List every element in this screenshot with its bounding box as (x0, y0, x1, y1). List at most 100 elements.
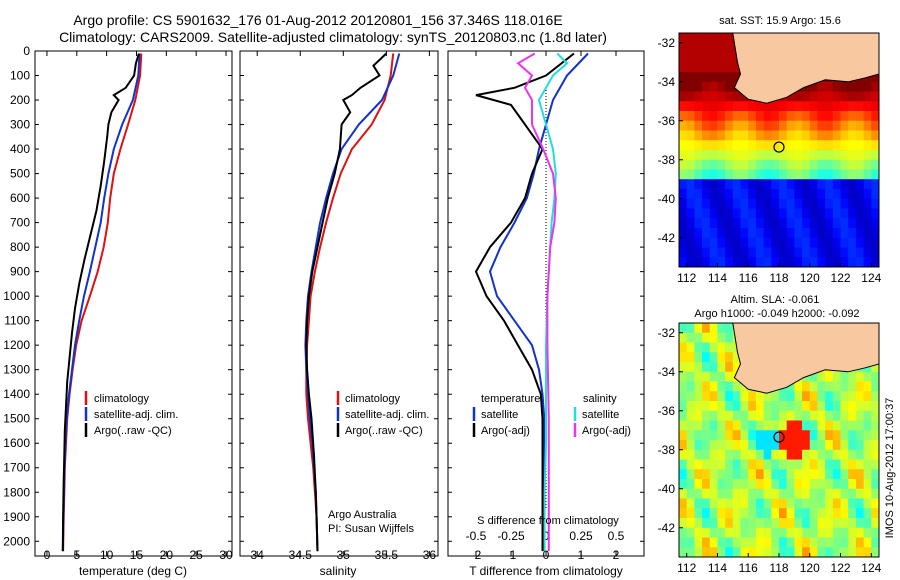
heatmap-cell (702, 323, 711, 334)
heatmap-cell (771, 391, 780, 402)
heatmap-cell (771, 218, 780, 229)
heatmap-cell (725, 140, 734, 151)
heatmap-cell (832, 257, 841, 268)
temperature-lines (61, 53, 143, 552)
lon-tick-label: 118 (769, 561, 788, 575)
heatmap-cell (794, 91, 803, 102)
depth-tick-label: 0 (23, 44, 30, 58)
heatmap-cell (717, 228, 726, 239)
heatmap-cell (740, 189, 749, 200)
heatmap-cell (779, 120, 788, 131)
heatmap-cell (686, 91, 695, 102)
heatmap-cell (809, 179, 818, 190)
heatmap-cell (817, 91, 826, 102)
heatmap-cell (763, 469, 772, 480)
heatmap-cell (817, 498, 826, 509)
heatmap-cell (871, 518, 880, 529)
heatmap-cell (763, 189, 772, 200)
heatmap-cell (786, 120, 795, 131)
heatmap-cell (702, 62, 711, 73)
heatmap-cell (686, 352, 695, 363)
heatmap-cell (717, 488, 726, 499)
heatmap-cell (740, 150, 749, 161)
heatmap-cell (832, 101, 841, 112)
heatmap-cell (771, 120, 780, 131)
heatmap-cell (855, 189, 865, 200)
heatmap-cell (786, 247, 795, 258)
heatmap-cell (694, 430, 703, 441)
heatmap-cell (763, 101, 772, 112)
heatmap-cell (732, 410, 741, 421)
heatmap-cell (794, 257, 803, 268)
heatmap-cell (686, 332, 695, 343)
heatmap-cell (763, 537, 772, 548)
heatmap-cell (740, 498, 749, 509)
heatmap-cell (848, 479, 857, 490)
legend-t-argo-label: Argo(-adj) (481, 425, 530, 437)
heatmap-cell (832, 130, 841, 141)
heatmap-cell (809, 247, 818, 258)
heatmap-cell (848, 391, 857, 402)
heatmap-cell (832, 81, 841, 92)
lon-tick-label: 116 (739, 561, 758, 575)
heatmap-cell (686, 508, 695, 519)
heatmap-cell (702, 208, 711, 219)
heatmap-cell (786, 169, 795, 180)
heatmap-cell (748, 508, 757, 519)
heatmap-cell (732, 440, 741, 451)
heatmap-cell (825, 257, 834, 268)
heatmap-cell (709, 179, 718, 190)
heatmap-cell (832, 150, 841, 161)
heatmap-cell (755, 518, 765, 529)
heatmap-cell (755, 459, 765, 470)
heatmap-cell (679, 33, 688, 44)
heatmap-cell (832, 488, 841, 499)
heatmap-cell (840, 547, 849, 558)
heatmap-cell (832, 430, 841, 441)
x-tick-label: 35.5 (375, 548, 399, 562)
heatmap-cell (679, 518, 688, 529)
heatmap-cell (748, 410, 757, 421)
heatmap-cell (755, 198, 765, 209)
heatmap-cell (825, 488, 834, 499)
heatmap-cell (686, 488, 695, 499)
heatmap-cell (694, 237, 703, 248)
heatmap-cell (802, 101, 811, 112)
x-tick-label: 34 (251, 548, 265, 562)
heatmap-cell (694, 498, 703, 509)
heatmap-cell (840, 518, 849, 529)
heatmap-cell (717, 150, 726, 161)
heatmap-cell (686, 410, 695, 421)
heatmap-cell (855, 198, 865, 209)
sst-map-title: sat. SST: 15.9 Argo: 15.6 (719, 15, 841, 27)
heatmap-cell (702, 547, 711, 558)
heatmap-cell (848, 130, 857, 141)
heatmap-cell (825, 479, 834, 490)
heatmap-cell (840, 371, 849, 382)
heatmap-cell (871, 159, 880, 170)
heatmap-cell (725, 547, 734, 558)
heatmap-cell (840, 449, 849, 460)
heatmap-cell (740, 169, 749, 180)
heatmap-cell (702, 169, 711, 180)
heatmap-cell (717, 440, 726, 451)
heatmap-cell (855, 371, 865, 382)
heatmap-cell (871, 72, 880, 83)
heatmap-cell (825, 169, 834, 180)
heatmap-cell (871, 391, 880, 402)
heatmap-cell (802, 179, 811, 190)
depth-tick-label: 1100 (4, 314, 30, 328)
heatmap-cell (855, 179, 865, 190)
heatmap-cell (855, 101, 865, 112)
heatmap-cell (717, 469, 726, 480)
legend-climatology-label-s: climatology (345, 393, 401, 405)
heatmap-cell (871, 120, 880, 131)
heatmap-cell (817, 401, 826, 412)
heatmap-cell (740, 198, 749, 209)
heatmap-cell (817, 459, 826, 470)
heatmap-cell (709, 62, 718, 73)
heatmap-cell (702, 257, 711, 268)
heatmap-cell (771, 440, 780, 451)
heatmap-cell (717, 479, 726, 490)
heatmap-cell (848, 547, 857, 558)
